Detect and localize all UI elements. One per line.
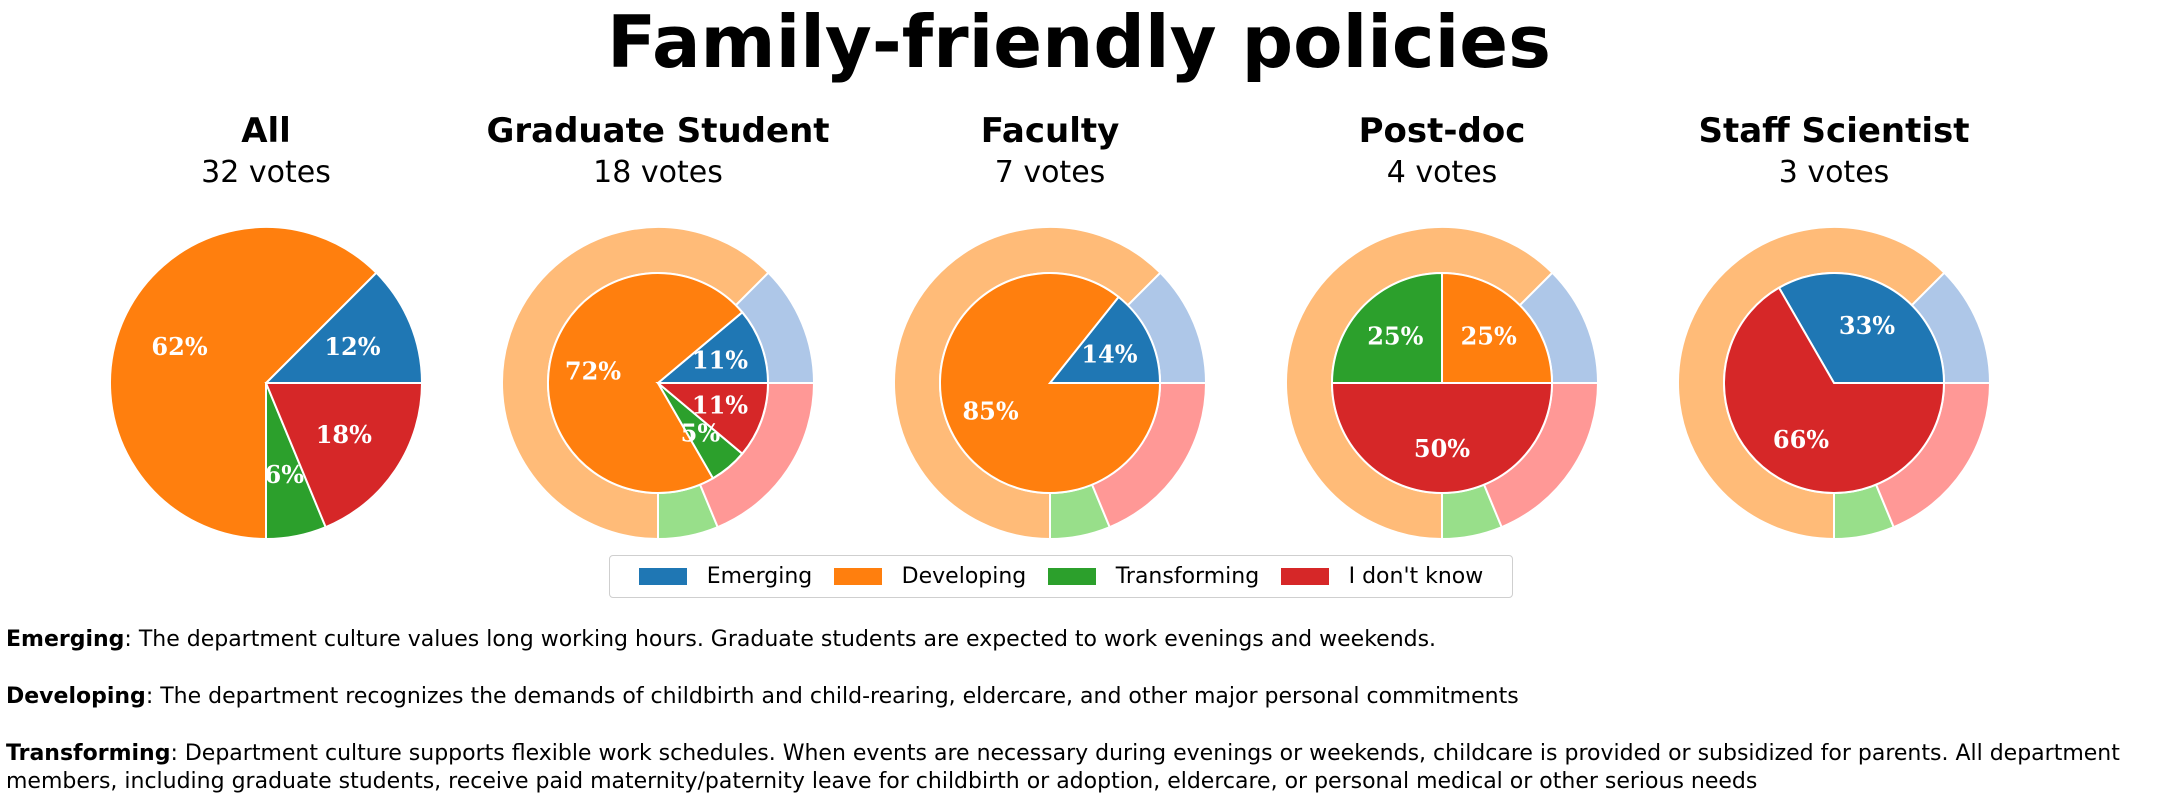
legend-swatch-developing bbox=[833, 568, 882, 585]
legend-label-emerging: Emerging bbox=[706, 564, 813, 589]
pie-chart-3: Post-doc 4 votes 25% 25% 50% bbox=[1285, 111, 1600, 541]
slice-label-dont-know: 11% bbox=[692, 391, 748, 420]
pie-slice-transforming bbox=[1330, 271, 1443, 384]
definition-transforming: Transforming: Department culture support… bbox=[6, 740, 2156, 796]
definition-term: Transforming bbox=[6, 741, 171, 766]
slice-label-emerging: 11% bbox=[692, 345, 748, 374]
pie-vote-count: 4 votes bbox=[1387, 155, 1498, 190]
definition-text: : Department culture supports flexible w… bbox=[6, 741, 2120, 794]
pie-vote-count: 32 votes bbox=[201, 155, 331, 190]
pie-chart-2: Faculty 7 votes 14% 85% bbox=[893, 111, 1208, 541]
slice-label-developing: 72% bbox=[565, 357, 621, 386]
pie-vote-count: 3 votes bbox=[1779, 155, 1890, 190]
slice-label-emerging: 14% bbox=[1081, 339, 1137, 368]
pie-slice-dont-know bbox=[1330, 382, 1554, 494]
slice-label-transforming: 25% bbox=[1367, 321, 1423, 350]
pie-slice-emerging bbox=[1777, 272, 1946, 384]
pie-slice-dont-know bbox=[655, 382, 770, 456]
pie-vote-count: 7 votes bbox=[995, 155, 1106, 190]
definition-emerging: Emerging: The department culture values … bbox=[6, 626, 2156, 654]
legend-label-developing: Developing bbox=[901, 564, 1027, 589]
pie-slice-developing bbox=[109, 226, 378, 541]
legend-item-transforming: Transforming bbox=[1047, 564, 1260, 589]
pie-slice-emerging bbox=[1047, 295, 1162, 384]
definition-text: : The department culture values long wor… bbox=[124, 627, 1437, 652]
pie-slice-developing bbox=[939, 272, 1162, 494]
pie-chart-0: All 32 votes 12% 62% 6% 18% bbox=[109, 111, 424, 541]
pie-slice-dont-know bbox=[1723, 286, 1946, 494]
pie-title: Faculty bbox=[981, 111, 1120, 151]
slice-label-dont-know: 50% bbox=[1414, 434, 1470, 463]
pie-chart-4: Staff Scientist 3 votes 33% 66% bbox=[1677, 111, 1992, 541]
legend-item-emerging: Emerging bbox=[638, 564, 813, 589]
slice-label-emerging: 12% bbox=[324, 332, 380, 361]
pie-vote-count: 18 votes bbox=[593, 155, 723, 190]
pie-slice-emerging bbox=[263, 271, 424, 384]
slice-label-transforming: 6% bbox=[265, 460, 305, 489]
slice-label-dont-know: 66% bbox=[1773, 425, 1829, 454]
pie-slice-developing bbox=[547, 272, 744, 494]
legend-swatch-transforming bbox=[1047, 568, 1096, 585]
pie-title: Graduate Student bbox=[486, 111, 829, 151]
pie-title: All bbox=[241, 111, 291, 151]
definition-term: Emerging bbox=[6, 627, 125, 652]
pie-title: Staff Scientist bbox=[1698, 111, 1969, 151]
pie-slice-developing bbox=[1441, 271, 1554, 384]
legend-swatch-emerging bbox=[638, 568, 687, 585]
legend-item-dont-know: I don't know bbox=[1280, 564, 1484, 589]
slice-label-developing: 85% bbox=[962, 397, 1018, 426]
slice-label-developing: 25% bbox=[1461, 321, 1517, 350]
pie-slice-emerging bbox=[655, 310, 770, 384]
legend-label-dont-know: I don't know bbox=[1348, 564, 1484, 589]
legend-label-transforming: Transforming bbox=[1115, 564, 1260, 589]
slice-label-emerging: 33% bbox=[1839, 311, 1895, 340]
pie-slice-dont-know bbox=[264, 382, 424, 529]
legend-item-developing: Developing bbox=[833, 564, 1027, 589]
legend-swatch-dont-know bbox=[1280, 568, 1329, 585]
slice-label-transforming: 5% bbox=[681, 419, 721, 448]
legend: Emerging Developing Transforming I don't… bbox=[609, 555, 1513, 598]
slice-label-dont-know: 18% bbox=[316, 420, 372, 449]
slice-label-developing: 62% bbox=[151, 332, 207, 361]
chart-main-title: Family-friendly policies bbox=[607, 0, 1551, 84]
definition-term: Developing bbox=[6, 684, 146, 709]
pie-title: Post-doc bbox=[1359, 111, 1526, 151]
pie-charts: All 32 votes 12% 62% 6% 18% Graduate Student 18… bbox=[109, 111, 1992, 541]
definition-developing: Developing: The department recognizes th… bbox=[6, 683, 2156, 711]
definition-text: : The department recognizes the demands … bbox=[145, 684, 1519, 709]
